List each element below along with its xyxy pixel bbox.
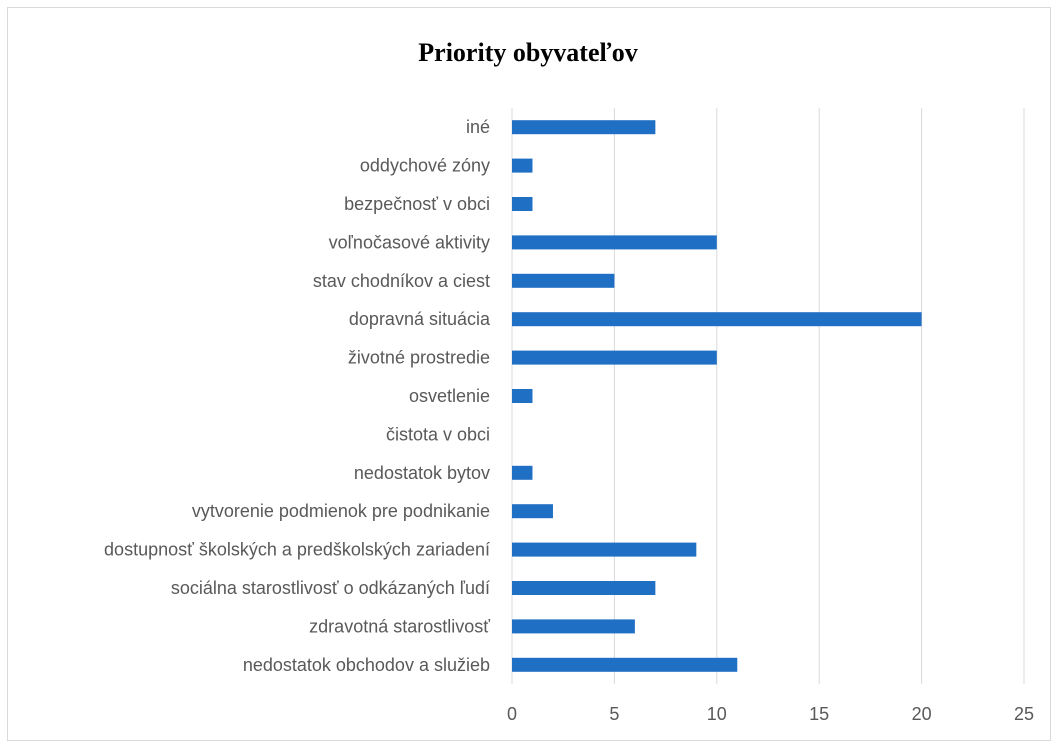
bar <box>512 504 553 519</box>
category-label: dostupnosť školských a predškolských zar… <box>104 540 490 560</box>
category-label: nedostatok obchodov a služieb <box>243 655 490 675</box>
category-labels: iné oddychové zóny bezpečnosť v obci voľnoč… <box>104 117 491 675</box>
category-label: dopravná situácia <box>349 309 491 329</box>
bar <box>512 350 717 365</box>
bar <box>512 465 533 480</box>
x-tick-label: 25 <box>1014 704 1034 724</box>
bar <box>512 389 533 403</box>
bar <box>512 158 533 173</box>
bar <box>512 197 533 211</box>
gridlines <box>511 108 1025 684</box>
category-label: stav chodníkov a ciest <box>313 271 490 291</box>
category-label: osvetlenie <box>409 386 490 406</box>
x-tick-label: 15 <box>809 704 829 724</box>
category-label: voľnočasové aktivity <box>329 232 490 252</box>
category-label: nedostatok bytov <box>354 463 490 483</box>
category-label: životné prostredie <box>348 348 490 368</box>
x-tick-label: 20 <box>912 704 932 724</box>
x-tick-label: 0 <box>507 704 517 724</box>
category-label: čistota v obci <box>386 424 490 444</box>
category-label: sociálna starostlivosť o odkázaných ľudí <box>171 578 490 598</box>
category-label: vytvorenie podmienok pre podnikanie <box>192 501 490 521</box>
x-tick-label: 10 <box>707 704 727 724</box>
x-tick-labels: 0 5 10 15 20 25 <box>507 704 1034 724</box>
bar <box>512 657 738 672</box>
bar <box>512 619 635 634</box>
x-tick-label: 5 <box>609 704 619 724</box>
bar <box>512 120 656 135</box>
bar <box>512 235 717 250</box>
category-label: iné <box>466 117 490 137</box>
bar <box>512 273 615 288</box>
chart-title: Priority obyvateľov <box>418 38 638 67</box>
category-label: zdravotná starostlivosť <box>309 616 490 636</box>
bar <box>512 581 656 595</box>
bars <box>512 120 922 672</box>
bar <box>512 312 922 327</box>
bar <box>512 542 697 557</box>
category-label: bezpečnosť v obci <box>344 194 490 214</box>
category-label: oddychové zóny <box>360 156 490 176</box>
